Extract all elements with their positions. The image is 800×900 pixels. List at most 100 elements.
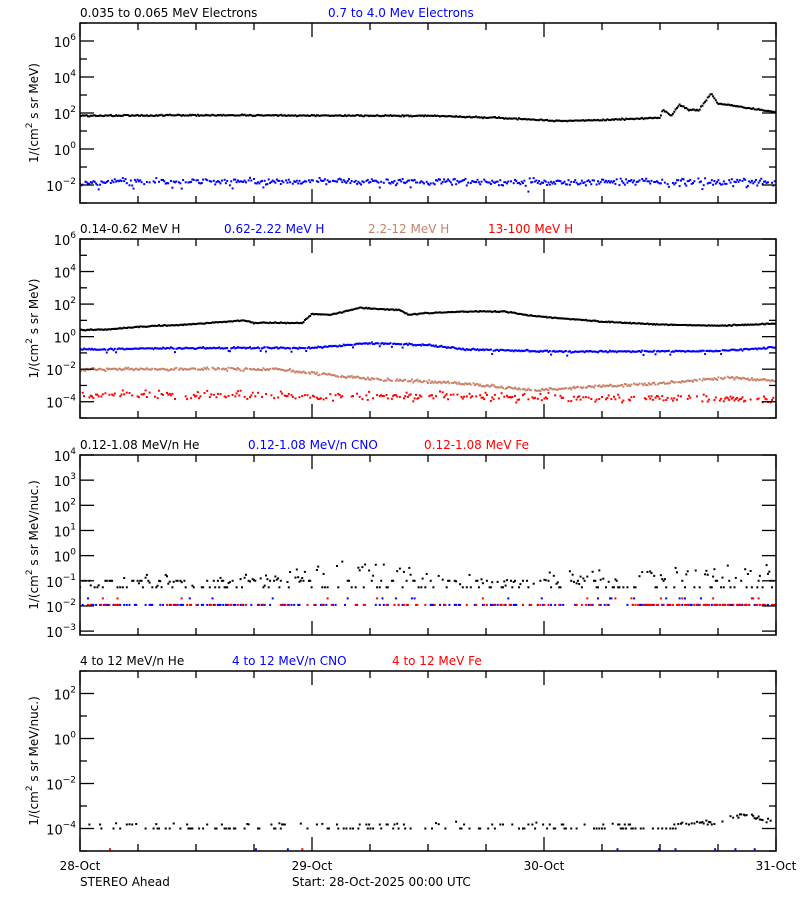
- data-point: [285, 179, 288, 182]
- data-point: [630, 322, 633, 325]
- data-point: [605, 586, 607, 589]
- data-point: [593, 319, 595, 322]
- data-point: [421, 312, 424, 315]
- data-point: [700, 821, 702, 824]
- data-point: [629, 385, 632, 388]
- data-point: [756, 398, 759, 401]
- data-point: [224, 347, 227, 350]
- data-point: [402, 823, 405, 826]
- data-point: [634, 322, 637, 325]
- data-point: [329, 180, 332, 183]
- data-point: [550, 387, 553, 390]
- data-point: [227, 582, 230, 584]
- data-point: [392, 342, 395, 345]
- data-point: [740, 348, 743, 351]
- data-point: [578, 119, 581, 122]
- data-point: [314, 373, 317, 375]
- data-point: [392, 114, 395, 117]
- data-point: [595, 398, 598, 401]
- data-point: [369, 307, 372, 310]
- data-point: [686, 180, 689, 183]
- data-point: [713, 399, 716, 401]
- data-point: [333, 312, 336, 315]
- data-point: [757, 323, 760, 326]
- data-point: [590, 603, 593, 606]
- data-point: [297, 603, 300, 606]
- y-tick-label: 102: [54, 497, 76, 515]
- data-point: [712, 95, 715, 98]
- data-point: [579, 182, 582, 185]
- data-point: [396, 822, 399, 825]
- data-point: [350, 114, 353, 117]
- data-point: [354, 586, 357, 589]
- data-point: [360, 377, 363, 380]
- data-point: [623, 823, 626, 826]
- data-point: [390, 345, 393, 348]
- data-point: [133, 347, 136, 350]
- data-point: [376, 377, 379, 380]
- data-point: [84, 180, 87, 183]
- data-point: [744, 814, 747, 817]
- data-point: [133, 178, 136, 181]
- data-point: [717, 179, 720, 182]
- data-point: [547, 388, 550, 391]
- data-point: [265, 350, 267, 353]
- data-point: [289, 571, 292, 573]
- data-point: [459, 180, 462, 183]
- data-point: [564, 827, 567, 830]
- data-point: [564, 119, 567, 122]
- data-point: [345, 344, 348, 346]
- data-point: [661, 110, 664, 113]
- data-point: [531, 181, 534, 184]
- data-point: [131, 326, 134, 329]
- data-point: [619, 177, 622, 180]
- data-point: [393, 342, 396, 345]
- data-point: [401, 380, 404, 383]
- data-point: [586, 350, 589, 352]
- data-point: [700, 324, 702, 327]
- data-point: [145, 325, 148, 328]
- data-point: [105, 328, 108, 331]
- data-point: [105, 579, 108, 582]
- data-point: [767, 817, 769, 820]
- data-point: [752, 323, 755, 326]
- data-point: [712, 324, 715, 327]
- data-point: [164, 573, 167, 576]
- data-point: [116, 327, 119, 330]
- data-point: [285, 322, 288, 325]
- data-point: [659, 597, 662, 600]
- data-point: [243, 368, 246, 371]
- data-point: [726, 603, 729, 606]
- data-point: [714, 349, 717, 352]
- data-point: [123, 393, 126, 396]
- data-point: [210, 603, 213, 606]
- data-point: [246, 397, 249, 400]
- data-point: [555, 350, 558, 353]
- data-point: [575, 318, 578, 321]
- data-point: [91, 347, 93, 350]
- data-point: [328, 180, 330, 183]
- data-point: [242, 369, 245, 372]
- data-point: [121, 327, 124, 330]
- data-point: [251, 321, 254, 324]
- data-point: [356, 114, 359, 116]
- data-point: [267, 368, 270, 371]
- data-point: [539, 315, 542, 318]
- data-point: [101, 181, 104, 184]
- data-point: [374, 114, 377, 117]
- data-point: [148, 114, 151, 117]
- data-point: [198, 322, 201, 325]
- data-point: [89, 603, 92, 606]
- data-point: [504, 387, 507, 390]
- data-point: [131, 823, 134, 826]
- data-point: [417, 114, 420, 117]
- data-point: [362, 376, 365, 379]
- data-point: [81, 329, 84, 332]
- data-point: [726, 103, 729, 106]
- data-point: [437, 115, 440, 117]
- data-point: [396, 309, 399, 312]
- data-point: [618, 586, 621, 589]
- data-point: [392, 308, 395, 311]
- data-point: [380, 394, 383, 397]
- data-point: [187, 347, 190, 350]
